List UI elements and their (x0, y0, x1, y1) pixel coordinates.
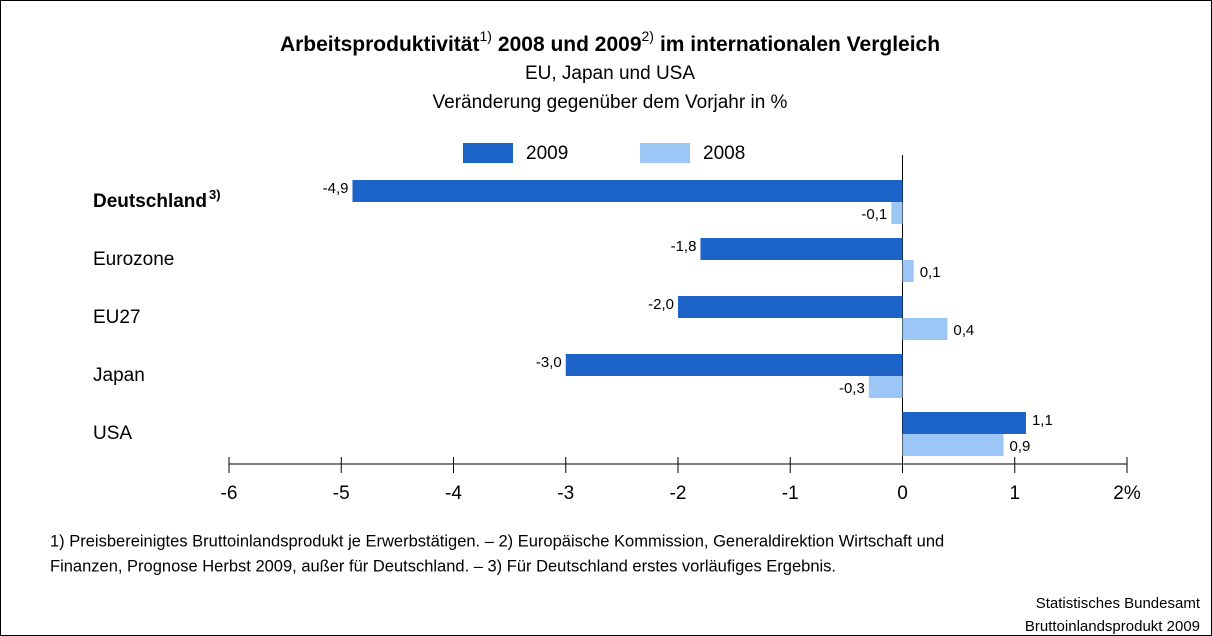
x-tick-label: -4 (445, 483, 462, 504)
x-tick-label: 1 (1009, 483, 1020, 504)
category-name: Japan (93, 365, 145, 386)
value-label: -0,3 (839, 380, 865, 397)
bar (868, 376, 903, 398)
legend-swatch (463, 143, 513, 163)
source: Bruttoinlandsprodukt 2009 (1025, 618, 1200, 635)
footnote: Finanzen, Prognose Herbst 2009, außer fü… (50, 557, 836, 575)
x-tick-label: -6 (221, 483, 238, 504)
bar (700, 238, 903, 260)
bar (902, 260, 914, 282)
category-name: EU27 (93, 307, 141, 328)
bar (565, 354, 903, 376)
footnote: 1) Preisbereinigtes Bruttoinlandsprodukt… (50, 532, 944, 550)
category-label: USA (93, 423, 132, 444)
value-label: -0,1 (861, 206, 887, 223)
category-label: EU27 (93, 307, 141, 328)
value-label: -2,0 (648, 296, 674, 313)
bar (902, 318, 948, 340)
title-part: 2008 und 2009 (498, 33, 642, 56)
value-label: 0,4 (953, 322, 974, 339)
category-label: Deutschland 3) (93, 187, 221, 212)
legend-label: 2009 (526, 143, 568, 164)
chart-subtitle: EU, Japan und USA (525, 63, 695, 84)
x-tick-label: -2 (670, 483, 687, 504)
legend-label: 2008 (703, 143, 745, 164)
legend-swatch (640, 143, 690, 163)
category-label: Japan (93, 365, 145, 386)
x-tick-label: -3 (557, 483, 574, 504)
bar (678, 296, 903, 318)
category-name: Deutschland (93, 191, 207, 212)
value-label: 0,1 (920, 264, 941, 281)
value-label: 1,1 (1032, 412, 1053, 429)
value-label: -4,9 (323, 180, 349, 197)
bar (352, 180, 903, 202)
title-part: Arbeitsproduktivität (280, 33, 480, 56)
bar (902, 412, 1026, 434)
x-tick-label: -1 (782, 483, 799, 504)
category-name: Eurozone (93, 249, 174, 270)
x-tick-label: -5 (333, 483, 350, 504)
bar (891, 202, 903, 224)
category-name: USA (93, 423, 132, 444)
bar (902, 434, 1004, 456)
chart-subtitle: Veränderung gegenüber dem Vorjahr in % (433, 92, 788, 113)
value-label: -3,0 (536, 354, 562, 371)
value-label: 0,9 (1010, 438, 1031, 455)
title-superscript: 1) (479, 28, 491, 44)
title-superscript: 2) (642, 28, 654, 44)
category-superscript: 3) (209, 187, 221, 202)
title-part: im internationalen Vergleich (660, 33, 940, 56)
source: Statistisches Bundesamt (1036, 595, 1201, 612)
chart-title: Arbeitsproduktivität1) 2008 und 20092) im … (280, 28, 940, 56)
category-label: Eurozone (93, 249, 174, 270)
x-tick-label: 2% (1113, 483, 1141, 504)
x-tick-label: 0 (897, 483, 908, 504)
value-label: -1,8 (671, 238, 697, 255)
